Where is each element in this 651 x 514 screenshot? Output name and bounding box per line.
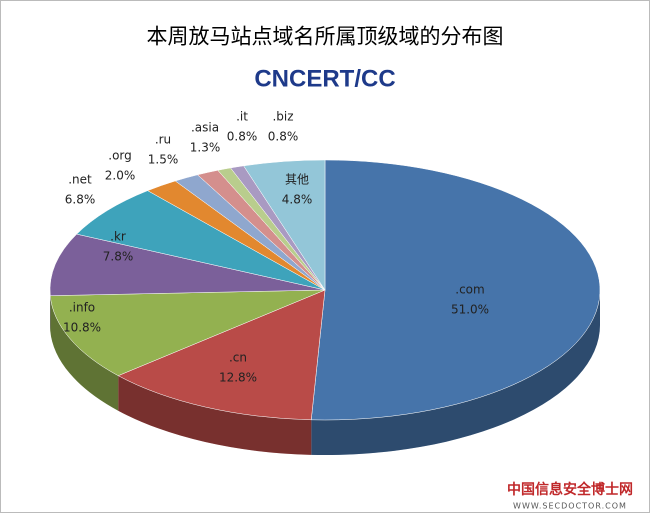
value-label: 10.8% xyxy=(63,321,101,335)
slice xyxy=(49,233,326,296)
slice xyxy=(243,159,326,291)
value-label: 7.8% xyxy=(103,250,134,264)
chart-title: 本周放马站点域名所属顶级域的分布图 xyxy=(147,25,504,49)
value-label: 2.0% xyxy=(105,169,136,183)
value-label: 1.3% xyxy=(190,141,221,155)
slice-label: .org xyxy=(108,149,132,163)
slice-label: .cn xyxy=(229,351,247,365)
slice xyxy=(310,159,601,421)
slice xyxy=(76,190,326,291)
slice-label: .asia xyxy=(191,121,219,135)
slice xyxy=(49,289,326,376)
slice-label: .info xyxy=(69,301,95,315)
slice-side xyxy=(311,290,600,455)
slice-side-shade xyxy=(118,375,312,455)
slice-label: .it xyxy=(236,110,248,124)
value-label: 51.0% xyxy=(451,303,489,317)
watermark-url: WWW.SECDOCTOR.COM xyxy=(513,502,627,511)
value-label: 1.5% xyxy=(148,153,179,167)
slice xyxy=(117,289,326,421)
slice-side xyxy=(50,295,119,411)
slice-label: .biz xyxy=(272,110,293,124)
slice-side-shade xyxy=(50,295,119,411)
value-label: 12.8% xyxy=(219,371,257,385)
slice-label: .ru xyxy=(155,133,171,147)
slice-label: 其他 xyxy=(285,173,309,187)
slice-label: .kr xyxy=(110,230,126,244)
watermark: 中国信息安全博士网 xyxy=(507,481,633,498)
value-label: 4.8% xyxy=(282,193,313,207)
value-label: 0.8% xyxy=(227,130,258,144)
slice-side-shade xyxy=(311,290,600,455)
slice-side xyxy=(118,375,312,455)
slice-label: .net xyxy=(68,173,92,187)
value-label: 6.8% xyxy=(65,193,96,207)
slice-label: .com xyxy=(455,283,484,297)
logo: CNCERT/CC xyxy=(254,65,395,92)
value-label: 0.8% xyxy=(268,130,299,144)
